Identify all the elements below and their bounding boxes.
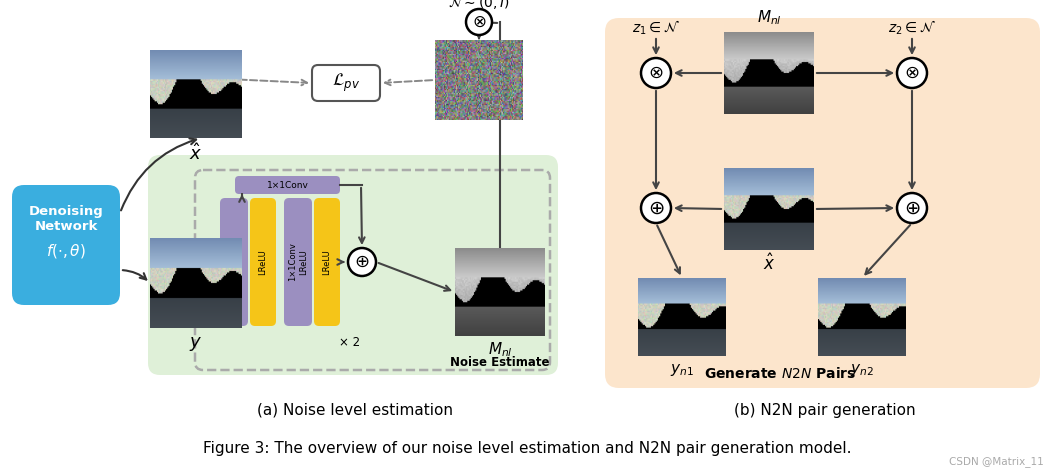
FancyBboxPatch shape <box>284 198 312 326</box>
Text: $\hat{x}$: $\hat{x}$ <box>763 254 775 274</box>
Text: $\oplus$: $\oplus$ <box>648 198 664 218</box>
Text: $\oplus$: $\oplus$ <box>903 198 920 218</box>
Text: 1×1Conv
LReLU: 1×1Conv LReLU <box>223 242 245 281</box>
Text: $z_2 \in \mathcal{N}$: $z_2 \in \mathcal{N}$ <box>887 19 936 37</box>
Circle shape <box>897 193 928 223</box>
Text: $M_{nl}$: $M_{nl}$ <box>757 8 781 27</box>
Text: $y_{n1}$: $y_{n1}$ <box>670 362 694 378</box>
FancyBboxPatch shape <box>605 18 1040 388</box>
Text: LReLU: LReLU <box>258 249 268 275</box>
Circle shape <box>897 58 928 88</box>
Circle shape <box>348 248 376 276</box>
FancyBboxPatch shape <box>314 198 340 326</box>
Circle shape <box>641 58 671 88</box>
Text: Network: Network <box>35 220 98 234</box>
Text: $z_1 \in \mathcal{N}$: $z_1 \in \mathcal{N}$ <box>632 19 680 37</box>
Text: Denoising: Denoising <box>28 205 103 218</box>
Text: Noise Estimate: Noise Estimate <box>450 356 550 368</box>
FancyBboxPatch shape <box>148 155 558 375</box>
Circle shape <box>466 9 492 35</box>
Text: (a) Noise level estimation: (a) Noise level estimation <box>257 402 453 417</box>
FancyBboxPatch shape <box>235 176 340 194</box>
Text: 1×1Conv: 1×1Conv <box>267 181 309 190</box>
Text: $y$: $y$ <box>190 335 202 353</box>
Text: 1×1Conv
LReLU: 1×1Conv LReLU <box>288 242 309 281</box>
Text: $\otimes$: $\otimes$ <box>648 64 664 82</box>
FancyBboxPatch shape <box>312 65 380 101</box>
FancyBboxPatch shape <box>220 198 248 326</box>
Text: $\mathcal{L}_{pv}$: $\mathcal{L}_{pv}$ <box>332 72 360 94</box>
Text: (b) N2N pair generation: (b) N2N pair generation <box>735 402 916 417</box>
Text: $M_{nl}$: $M_{nl}$ <box>488 341 512 359</box>
Text: $\otimes$: $\otimes$ <box>904 64 920 82</box>
Text: $f(\cdot,\theta)$: $f(\cdot,\theta)$ <box>46 242 86 260</box>
FancyBboxPatch shape <box>250 198 276 326</box>
Text: Figure 3: The overview of our noise level estimation and N2N pair generation mod: Figure 3: The overview of our noise leve… <box>202 440 852 455</box>
Text: × 2: × 2 <box>339 336 360 349</box>
Text: Generate $\mathit{N2N}$ Pairs: Generate $\mathit{N2N}$ Pairs <box>704 366 856 381</box>
Text: $y_{n2}$: $y_{n2}$ <box>851 362 874 378</box>
Text: CSDN @Matrix_11: CSDN @Matrix_11 <box>950 457 1045 468</box>
Text: $\otimes$: $\otimes$ <box>472 13 486 31</box>
Text: $\hat{x}$: $\hat{x}$ <box>190 144 202 164</box>
FancyBboxPatch shape <box>12 185 120 305</box>
Text: LReLU: LReLU <box>323 249 332 275</box>
Circle shape <box>641 193 671 223</box>
Text: $\oplus$: $\oplus$ <box>354 253 370 271</box>
Text: $\mathcal{N}\sim(0,I)$: $\mathcal{N}\sim(0,I)$ <box>448 0 510 11</box>
